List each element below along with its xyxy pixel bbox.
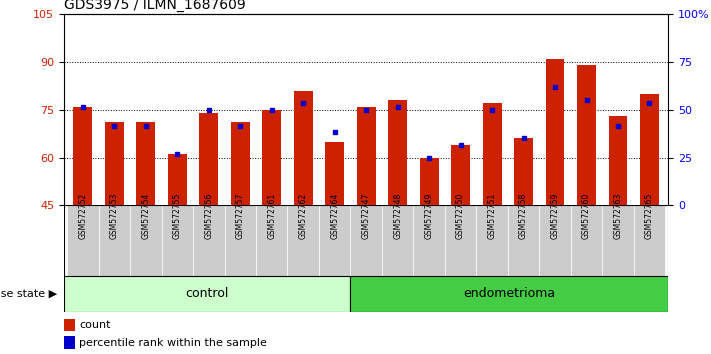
Bar <box>545 59 565 205</box>
Text: GSM572749: GSM572749 <box>424 193 434 239</box>
Text: GSM572761: GSM572761 <box>267 193 277 239</box>
Bar <box>351 276 668 312</box>
Bar <box>508 205 539 276</box>
Text: GSM572755: GSM572755 <box>173 193 182 239</box>
Bar <box>419 158 439 205</box>
Bar <box>231 122 250 205</box>
Text: GSM572753: GSM572753 <box>110 193 119 239</box>
Bar <box>514 138 533 205</box>
Bar <box>64 276 351 312</box>
Text: endometrioma: endometrioma <box>464 287 555 300</box>
Text: GSM572758: GSM572758 <box>519 193 528 239</box>
Bar <box>287 205 319 276</box>
Bar <box>634 205 665 276</box>
Text: GSM572764: GSM572764 <box>330 193 339 239</box>
Bar <box>130 205 161 276</box>
Text: GSM572751: GSM572751 <box>488 193 496 239</box>
Text: disease state ▶: disease state ▶ <box>0 289 57 299</box>
Bar <box>64 319 75 331</box>
Bar <box>67 205 99 276</box>
Bar <box>640 94 659 205</box>
Bar <box>256 205 287 276</box>
Bar <box>64 336 75 349</box>
Text: GSM572747: GSM572747 <box>362 193 370 239</box>
Bar <box>602 205 634 276</box>
Bar <box>351 205 382 276</box>
Bar <box>609 116 627 205</box>
Bar <box>105 122 124 205</box>
Bar <box>325 142 344 205</box>
Text: GSM572760: GSM572760 <box>582 193 591 239</box>
Bar <box>445 205 476 276</box>
Bar <box>99 205 130 276</box>
Bar <box>225 205 256 276</box>
Bar <box>168 154 187 205</box>
Bar <box>357 107 375 205</box>
Text: control: control <box>186 287 229 300</box>
Text: GSM572765: GSM572765 <box>645 193 654 239</box>
Text: GSM572748: GSM572748 <box>393 193 402 239</box>
Text: GSM572759: GSM572759 <box>550 193 560 239</box>
Bar <box>539 205 571 276</box>
Text: GSM572757: GSM572757 <box>236 193 245 239</box>
Text: percentile rank within the sample: percentile rank within the sample <box>79 338 267 348</box>
Bar <box>571 205 602 276</box>
Text: GSM572754: GSM572754 <box>141 193 150 239</box>
Bar <box>161 205 193 276</box>
Bar <box>193 205 225 276</box>
Bar <box>577 65 596 205</box>
Text: count: count <box>79 320 111 330</box>
Bar <box>137 122 155 205</box>
Bar <box>483 103 501 205</box>
Bar <box>476 205 508 276</box>
Bar <box>382 205 413 276</box>
Text: GSM572756: GSM572756 <box>204 193 213 239</box>
Bar <box>262 110 281 205</box>
Text: GSM572752: GSM572752 <box>78 193 87 239</box>
Bar <box>199 113 218 205</box>
Bar <box>451 145 470 205</box>
Bar <box>294 91 313 205</box>
Bar <box>319 205 351 276</box>
Text: GDS3975 / ILMN_1687609: GDS3975 / ILMN_1687609 <box>64 0 246 12</box>
Bar <box>388 100 407 205</box>
Text: GSM572763: GSM572763 <box>614 193 622 239</box>
Text: GSM572750: GSM572750 <box>456 193 465 239</box>
Bar <box>413 205 445 276</box>
Bar <box>73 107 92 205</box>
Text: GSM572762: GSM572762 <box>299 193 308 239</box>
